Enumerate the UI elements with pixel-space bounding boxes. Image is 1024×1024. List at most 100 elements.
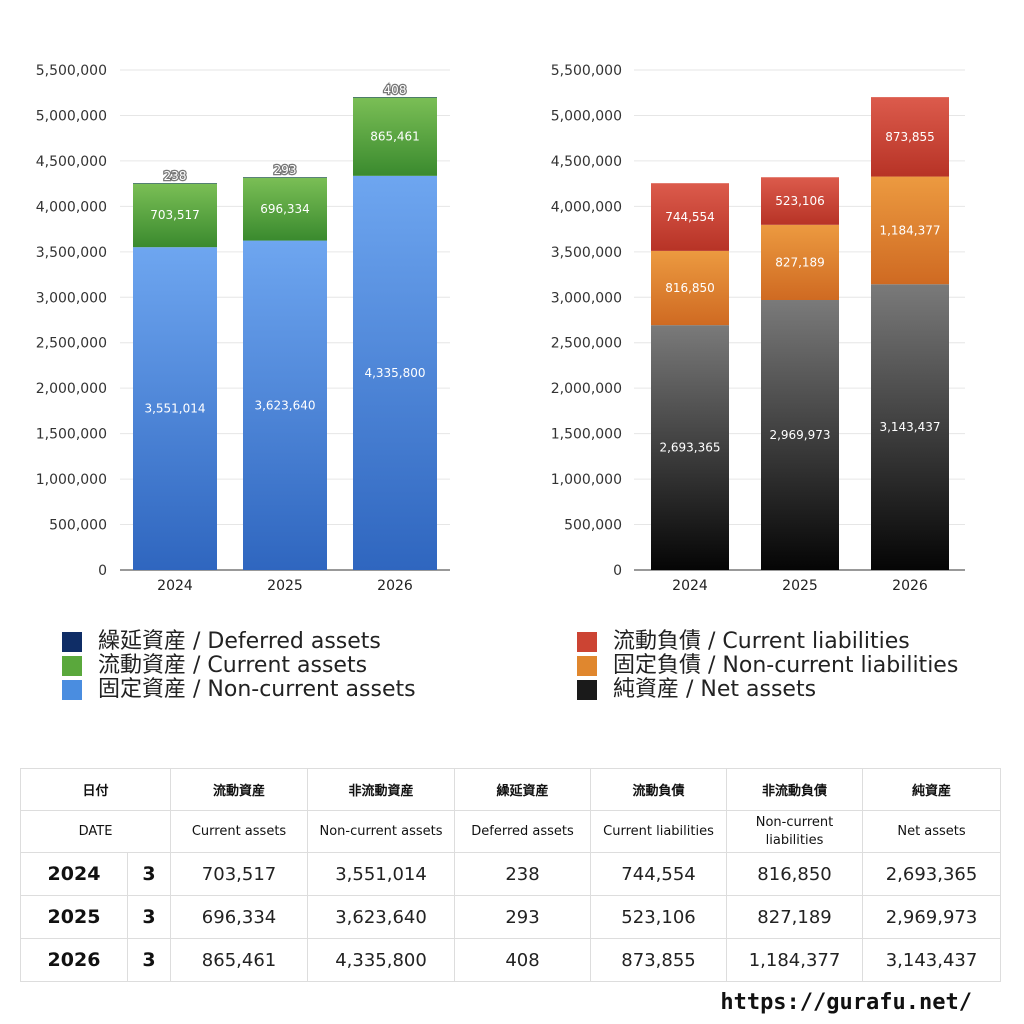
table-cell: 816,850 <box>726 852 864 896</box>
header-cell: Deferred assets <box>454 810 592 853</box>
bar-segment <box>353 175 437 570</box>
data-label: 744,554 <box>665 210 715 224</box>
bar-segment <box>761 224 839 301</box>
table-cell: 3,623,640 <box>307 895 456 939</box>
x-tick-label: 2024 <box>157 578 193 594</box>
y-tick-label: 1,000,000 <box>551 472 622 488</box>
y-tick-label: 0 <box>613 563 622 579</box>
data-label: 1,184,377 <box>879 223 940 237</box>
bar-segment <box>133 247 217 570</box>
y-tick-label: 2,000,000 <box>551 381 622 397</box>
table-row: 2026 3 865,461 4,335,800 408 873,855 1,1… <box>20 938 1002 982</box>
header-cell: 非流動資産 <box>307 768 456 811</box>
data-label: 4,335,800 <box>364 366 425 380</box>
data-label: 408 <box>384 83 407 97</box>
data-label: 827,189 <box>775 255 825 269</box>
table-cell: 827,189 <box>726 895 864 939</box>
legend-label: 流動資産 / Current assets <box>98 653 368 678</box>
y-tick-label: 5,000,000 <box>551 108 622 124</box>
legend-item-non-current-liabilities: 固定負債 / Non-current liabilities <box>577 654 958 678</box>
bar-segment <box>871 176 949 285</box>
y-tick-label: 1,500,000 <box>551 427 622 443</box>
y-tick-label: 3,000,000 <box>36 290 107 306</box>
legend-swatch <box>62 632 82 652</box>
legend-label: 固定負債 / Non-current liabilities <box>613 653 959 678</box>
table-row: 2024 3 703,517 3,551,014 238 744,554 816… <box>20 852 1002 896</box>
header-date-jp: 日付 <box>19 768 172 811</box>
header-cell: 流動負債 <box>590 768 728 811</box>
bar-segment <box>353 97 437 176</box>
table-cell: 873,855 <box>590 938 728 982</box>
table-header-en: DATE Current assets Non-current assets D… <box>19 810 1002 853</box>
bar-segment <box>133 183 217 248</box>
bar-segment <box>243 240 327 570</box>
y-tick-label: 5,000,000 <box>36 108 107 124</box>
data-label: 3,623,640 <box>254 398 315 412</box>
header-cell: Net assets <box>862 810 1002 853</box>
data-label: 696,334 <box>260 202 310 216</box>
assets-legend: 繰延資産 / Deferred assets 流動資産 / Current as… <box>62 630 416 702</box>
table-cell: 1,184,377 <box>726 938 864 982</box>
bar-segment <box>761 300 839 570</box>
header-cell: 繰延資産 <box>454 768 592 811</box>
y-tick-label: 4,000,000 <box>36 199 107 215</box>
y-tick-label: 2,500,000 <box>36 336 107 352</box>
data-label: 3,551,014 <box>144 402 205 416</box>
y-tick-label: 4,500,000 <box>36 154 107 170</box>
y-tick-label: 4,500,000 <box>551 154 622 170</box>
table-cell: 744,554 <box>590 852 728 896</box>
header-cell: Non-current liabilities <box>726 810 864 853</box>
header-cell: 純資産 <box>862 768 1002 811</box>
y-tick-label: 0 <box>98 563 107 579</box>
row-month: 3 <box>126 852 172 896</box>
bar-segment <box>133 183 217 184</box>
legend-label: 流動負債 / Current liabilities <box>613 629 910 654</box>
table-cell: 408 <box>454 938 592 982</box>
row-year: 2025 <box>20 895 128 939</box>
x-tick-label: 2026 <box>377 578 413 594</box>
legend-item-current-liabilities: 流動負債 / Current liabilities <box>577 630 958 654</box>
x-tick-label: 2025 <box>267 578 303 594</box>
bar-segment <box>651 183 729 251</box>
x-tick-label: 2025 <box>782 578 818 594</box>
table-cell: 703,517 <box>170 852 309 896</box>
legend-swatch <box>577 656 597 676</box>
footer-url[interactable]: https://gurafu.net/ <box>720 990 972 1015</box>
legend-item-net-assets: 純資産 / Net assets <box>577 678 958 702</box>
table-cell: 4,335,800 <box>307 938 456 982</box>
table-row: 2025 3 696,334 3,623,640 293 523,106 827… <box>20 895 1002 939</box>
header-cell: Current liabilities <box>590 810 728 853</box>
bar-segment <box>871 284 949 570</box>
y-tick-label: 500,000 <box>564 518 622 534</box>
x-tick-label: 2026 <box>892 578 928 594</box>
y-tick-label: 3,000,000 <box>551 290 622 306</box>
liabilities-legend: 流動負債 / Current liabilities 固定負債 / Non-cu… <box>577 630 958 702</box>
table-cell: 523,106 <box>590 895 728 939</box>
row-month: 3 <box>126 938 172 982</box>
table-cell: 2,969,973 <box>862 895 1002 939</box>
y-tick-label: 3,500,000 <box>36 245 107 261</box>
legend-label: 繰延資産 / Deferred assets <box>98 629 381 654</box>
table-cell: 865,461 <box>170 938 309 982</box>
data-label: 2,969,973 <box>769 428 830 442</box>
liabilities-chart: 0 500,000 1,000,000 1,500,000 2,000,000 2,500… <box>551 63 965 594</box>
legend-item-deferred-assets: 繰延資産 / Deferred assets <box>62 630 416 654</box>
y-tick-label: 1,500,000 <box>36 427 107 443</box>
legend-label: 純資産 / Net assets <box>613 677 817 702</box>
table-cell: 293 <box>454 895 592 939</box>
header-cell: Current assets <box>170 810 309 853</box>
legend-swatch <box>62 680 82 700</box>
table-cell: 696,334 <box>170 895 309 939</box>
y-tick-label: 3,500,000 <box>551 245 622 261</box>
data-label: 523,106 <box>775 194 825 208</box>
data-label: 865,461 <box>370 129 420 143</box>
data-label: 2,693,365 <box>659 441 720 455</box>
legend-item-non-current-assets: 固定資産 / Non-current assets <box>62 678 416 702</box>
y-tick-label: 4,000,000 <box>551 199 622 215</box>
row-month: 3 <box>126 895 172 939</box>
bar-segment <box>761 177 839 225</box>
header-date-en: DATE <box>19 810 172 853</box>
header-cell: 非流動負債 <box>726 768 864 811</box>
data-label: 816,850 <box>665 281 715 295</box>
table-header-jp: 日付 流動資産 非流動資産 繰延資産 流動負債 非流動負債 純資産 <box>19 768 1002 811</box>
